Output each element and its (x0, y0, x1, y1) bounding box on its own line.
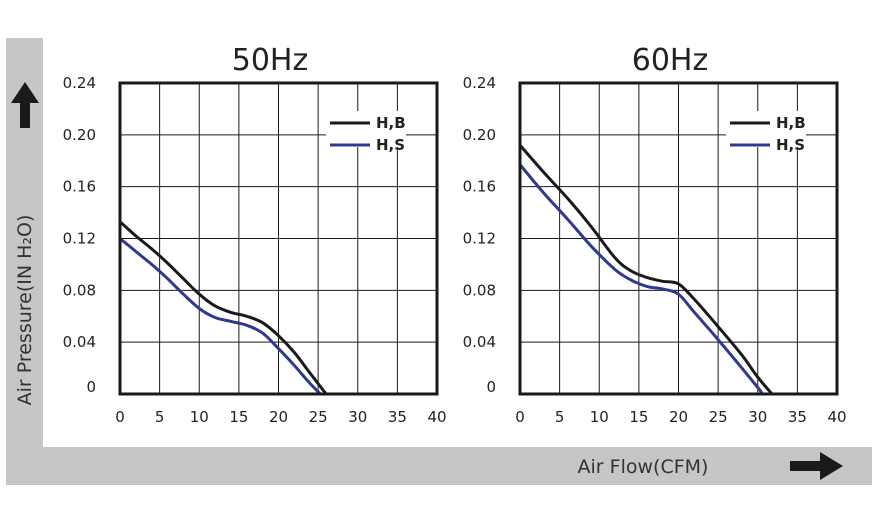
x-tick-label: 40 (827, 408, 846, 426)
legend-background (326, 111, 406, 147)
y-tick-label: 0.12 (63, 230, 96, 248)
y-tick-label: 0.08 (463, 281, 496, 299)
y-axis-title: Air Pressure(IN H₂O) (14, 215, 36, 406)
chart-panel-50hz: 50Hz H,B H,S 0 0.04 0.08 0.12 0.16 0.20 0.24 0 5 10 1… (63, 43, 447, 426)
y-tick-label: 0.16 (463, 178, 496, 196)
y-tick-label: 0.12 (463, 230, 496, 248)
plot-frame (118, 81, 439, 396)
x-tick-label: 35 (388, 408, 407, 426)
x-tick-label: 15 (229, 408, 248, 426)
legend-label: H,B (776, 114, 806, 132)
x-tick-label: 30 (348, 408, 367, 426)
x-tick-label: 25 (309, 408, 328, 426)
y-tick-label: 0.08 (63, 281, 96, 299)
y-tick-label: 0.24 (63, 74, 96, 92)
arrow-up-icon (11, 82, 39, 128)
y-tick-label: 0.16 (63, 178, 96, 196)
x-tick-label: 20 (269, 408, 288, 426)
x-tick-label: 40 (427, 408, 446, 426)
series-line-hb (518, 143, 774, 396)
x-tick-label: 5 (555, 408, 565, 426)
chart-title: 50Hz (232, 43, 308, 78)
y-tick-label: 0 (486, 378, 496, 396)
x-tick-label: 20 (669, 408, 688, 426)
x-axis-title: Air Flow(CFM) (578, 456, 709, 478)
legend-label: H,S (776, 136, 805, 154)
x-tick-label: 5 (155, 408, 165, 426)
legend-label: H,S (376, 136, 405, 154)
series-line-hs (118, 237, 322, 396)
series-line-hs (518, 163, 764, 396)
y-tick-label: 0.04 (63, 333, 96, 351)
chart-title: 60Hz (632, 43, 708, 78)
y-tick-label: 0 (86, 378, 96, 396)
y-tick-label: 0.24 (463, 74, 496, 92)
x-tick-label: 35 (788, 408, 807, 426)
x-tick-label: 10 (590, 408, 609, 426)
x-tick-label: 25 (709, 408, 728, 426)
legend-background (726, 111, 806, 147)
legend-label: H,B (376, 114, 406, 132)
x-tick-label: 30 (748, 408, 767, 426)
y-tick-label: 0.20 (63, 126, 96, 144)
x-tick-label: 10 (190, 408, 209, 426)
arrow-right-icon (790, 452, 843, 480)
x-tick-label: 15 (629, 408, 648, 426)
chart-panel-60hz: 60Hz H,B H,S 0 0.04 0.08 0.12 0.16 0.20 0.24 0 5 10 1… (463, 43, 847, 426)
series-line-hb (118, 220, 328, 396)
bottom-band (6, 447, 872, 485)
x-tick-label: 0 (115, 408, 125, 426)
x-tick-label: 0 (515, 408, 525, 426)
y-tick-label: 0.04 (463, 333, 496, 351)
plot-frame (518, 81, 839, 396)
y-tick-label: 0.20 (463, 126, 496, 144)
